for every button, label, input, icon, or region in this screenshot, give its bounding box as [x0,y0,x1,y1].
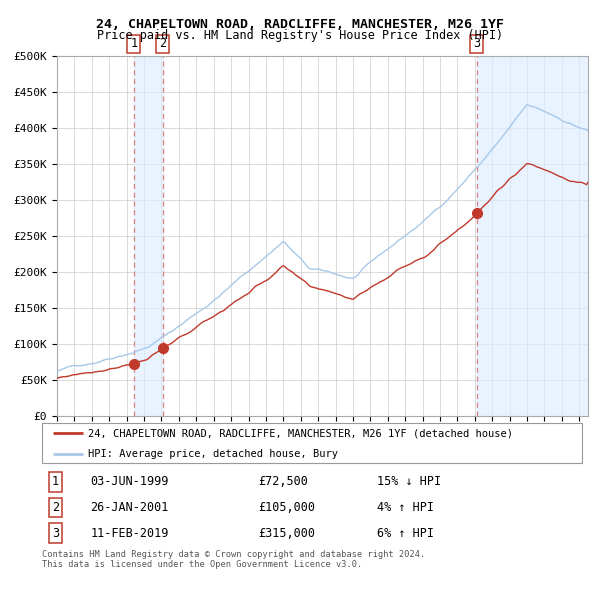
Text: 15% ↓ HPI: 15% ↓ HPI [377,476,441,489]
Text: 24, CHAPELTOWN ROAD, RADCLIFFE, MANCHESTER, M26 1YF: 24, CHAPELTOWN ROAD, RADCLIFFE, MANCHEST… [96,18,504,31]
Text: 03-JUN-1999: 03-JUN-1999 [91,476,169,489]
Text: 24, CHAPELTOWN ROAD, RADCLIFFE, MANCHESTER, M26 1YF (detached house): 24, CHAPELTOWN ROAD, RADCLIFFE, MANCHEST… [88,428,513,438]
Text: HPI: Average price, detached house, Bury: HPI: Average price, detached house, Bury [88,448,338,458]
Text: Contains HM Land Registry data © Crown copyright and database right 2024.
This d: Contains HM Land Registry data © Crown c… [42,550,425,569]
Text: 2: 2 [159,38,166,51]
Text: 11-FEB-2019: 11-FEB-2019 [91,527,169,540]
Text: 2: 2 [52,501,59,514]
Text: 6% ↑ HPI: 6% ↑ HPI [377,527,434,540]
Text: 1: 1 [130,38,137,51]
Text: 1: 1 [52,476,59,489]
Text: 4% ↑ HPI: 4% ↑ HPI [377,501,434,514]
Text: 3: 3 [473,38,481,51]
Text: £315,000: £315,000 [258,527,315,540]
Bar [477,56,588,416]
Text: 26-JAN-2001: 26-JAN-2001 [91,501,169,514]
Text: £72,500: £72,500 [258,476,308,489]
Bar [134,56,163,416]
Text: Price paid vs. HM Land Registry's House Price Index (HPI): Price paid vs. HM Land Registry's House … [97,30,503,42]
Text: £105,000: £105,000 [258,501,315,514]
Text: 3: 3 [52,527,59,540]
